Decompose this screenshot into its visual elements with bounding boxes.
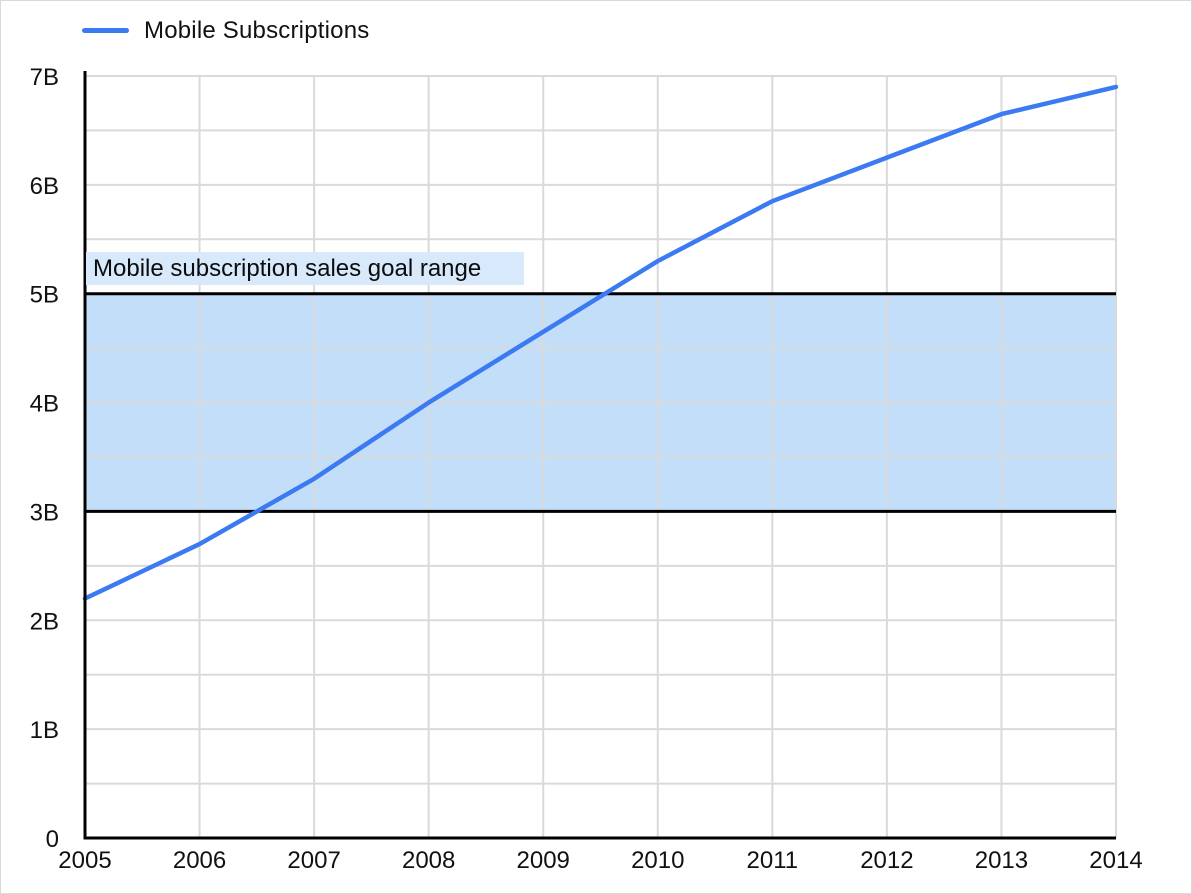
y-tick-label: 4B: [30, 391, 59, 418]
y-tick-label: 3B: [30, 499, 59, 526]
x-tick-label: 2008: [402, 847, 455, 874]
x-tick-label: 2005: [58, 847, 111, 874]
x-tick-label: 2014: [1089, 847, 1142, 874]
x-tick-label: 2012: [860, 847, 913, 874]
legend: Mobile Subscriptions: [82, 17, 369, 45]
y-tick-label: 5B: [30, 282, 59, 309]
x-tick-label: 2006: [173, 847, 226, 874]
x-tick-label: 2013: [975, 847, 1028, 874]
legend-series-label: Mobile Subscriptions: [144, 17, 370, 44]
y-tick-label: 1B: [30, 717, 59, 744]
x-tick-label: 2009: [517, 847, 570, 874]
x-tick-label: 2010: [631, 847, 684, 874]
goal-range-annotation: Mobile subscription sales goal range: [86, 252, 524, 285]
legend-line-swatch: [82, 28, 129, 33]
x-tick-label: 2011: [747, 847, 799, 874]
y-tick-label: 7B: [30, 64, 59, 91]
y-tick-label: 0: [46, 826, 59, 853]
y-tick-label: 2B: [30, 608, 59, 635]
y-tick-label: 6B: [30, 173, 59, 200]
x-tick-label: 2007: [287, 847, 340, 874]
series-line: [82, 84, 1119, 601]
